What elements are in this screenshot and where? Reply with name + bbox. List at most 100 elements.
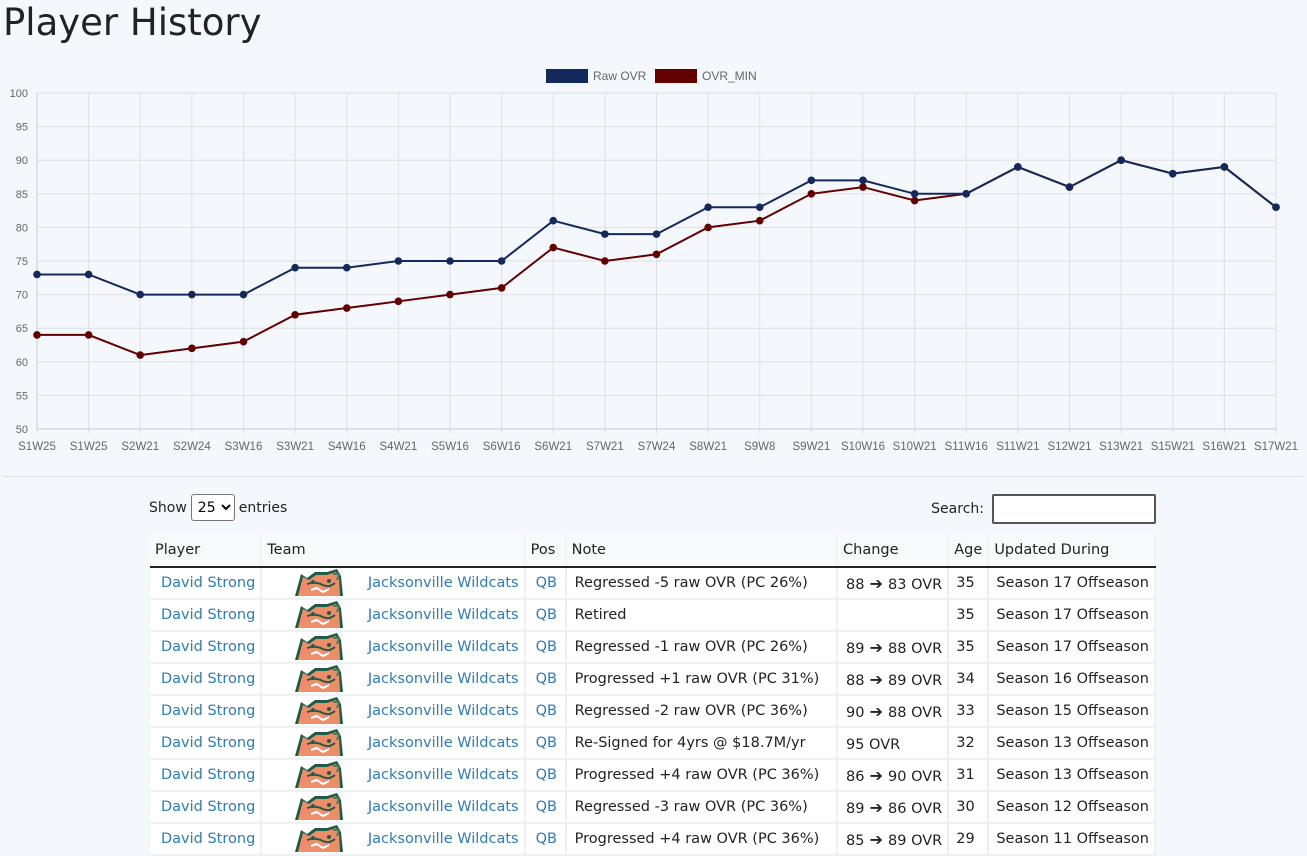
player-link[interactable]: David Strong [161, 607, 256, 623]
updated-cell: Season 12 Offseason [988, 791, 1156, 824]
team-link[interactable]: Jacksonville Wildcats [367, 575, 519, 591]
player-link[interactable]: David Strong [161, 639, 256, 655]
data-point [910, 196, 919, 205]
change-to: 86 OVR [888, 800, 943, 817]
player-link[interactable]: David Strong [161, 831, 256, 847]
data-point [704, 223, 712, 232]
x-tick-label: S11W21 [996, 441, 1039, 453]
team-link[interactable]: Jacksonville Wildcats [367, 607, 519, 623]
section-divider [3, 476, 1303, 477]
x-tick-label: S10W16 [841, 441, 885, 453]
x-tick-label: S12W21 [1047, 441, 1091, 453]
arrow-right-icon: ➔ [864, 637, 889, 657]
wildcat-logo-icon [295, 665, 344, 692]
arrow-right-icon: ➔ [864, 797, 889, 817]
pos-link[interactable]: QB [535, 671, 557, 687]
player-link[interactable]: David Strong [161, 767, 256, 783]
entries-select[interactable]: 25 [190, 494, 235, 521]
team-link[interactable]: Jacksonville Wildcats [367, 639, 519, 655]
header-player[interactable]: Player [150, 533, 263, 568]
player-link[interactable]: David Strong [161, 575, 256, 591]
change-to: 90 OVR [888, 768, 943, 785]
change-cell: 86 ➔ 90 OVR [837, 759, 950, 792]
pos-cell: QB [524, 791, 567, 824]
player-cell: David Strong [150, 567, 263, 600]
x-tick-label: S9W21 [793, 441, 831, 453]
data-point [549, 243, 558, 252]
y-tick-label: 85 [16, 189, 28, 201]
y-tick-label: 65 [16, 323, 28, 335]
y-tick-label: 95 [16, 122, 28, 134]
team-cell: Jacksonville Wildcats [261, 759, 526, 792]
x-tick-label: S7W24 [638, 441, 676, 453]
y-tick-label: 60 [16, 357, 28, 369]
table-row: David Strong Jacksonville Wildcats QB Pr… [150, 823, 1156, 856]
data-point [652, 230, 661, 238]
legend-swatch [546, 69, 588, 83]
player-link[interactable]: David Strong [161, 735, 256, 751]
team-link[interactable]: Jacksonville Wildcats [367, 767, 519, 783]
table-row: David Strong Jacksonville Wildcats QB Re… [150, 791, 1156, 824]
updated-cell: Season 13 Offseason [988, 727, 1156, 760]
data-point [1220, 163, 1229, 171]
updated-cell: Season 15 Offseason [988, 695, 1156, 728]
player-link[interactable]: David Strong [161, 799, 256, 815]
data-point [601, 230, 609, 238]
team-link[interactable]: Jacksonville Wildcats [367, 703, 519, 719]
table-row: David Strong Jacksonville Wildcats QB Re… [150, 567, 1156, 600]
header-team[interactable]: Team [261, 533, 526, 568]
pos-cell: QB [524, 695, 567, 728]
updated-cell: Season 11 Offseason [988, 823, 1156, 856]
header-change[interactable]: Change [837, 533, 950, 568]
team-link[interactable]: Jacksonville Wildcats [367, 735, 519, 751]
x-tick-label: S1W25 [70, 441, 108, 453]
header-note[interactable]: Note [565, 533, 839, 568]
team-link[interactable]: Jacksonville Wildcats [367, 799, 519, 815]
player-cell: David Strong [150, 727, 263, 760]
wildcat-logo-icon [295, 697, 344, 724]
y-tick-label: 55 [16, 390, 28, 402]
x-tick-label: S9W8 [744, 441, 775, 453]
pos-link[interactable]: QB [535, 575, 557, 591]
header-age[interactable]: Age [948, 533, 990, 568]
pos-link[interactable]: QB [535, 607, 557, 623]
x-tick-label: S3W21 [276, 441, 314, 453]
pos-link[interactable]: QB [535, 703, 557, 719]
team-link[interactable]: Jacksonville Wildcats [367, 831, 519, 847]
pos-link[interactable]: QB [535, 639, 557, 655]
y-tick-label: 80 [16, 222, 28, 234]
data-point [1272, 203, 1280, 212]
wildcat-logo-icon [295, 569, 344, 596]
data-point [136, 351, 145, 359]
updated-cell: Season 17 Offseason [988, 567, 1156, 600]
x-tick-label: S5W16 [431, 441, 469, 453]
pos-link[interactable]: QB [535, 767, 557, 783]
header-pos[interactable]: Pos [524, 533, 567, 568]
pos-link[interactable]: QB [535, 799, 557, 815]
data-point [1065, 183, 1074, 191]
header-updated-during[interactable]: Updated During [988, 533, 1156, 568]
player-link[interactable]: David Strong [161, 703, 256, 719]
pos-link[interactable]: QB [535, 735, 557, 751]
page-title: Player History [3, 1, 262, 44]
team-link[interactable]: Jacksonville Wildcats [367, 671, 519, 687]
player-link[interactable]: David Strong [161, 671, 256, 687]
change-cell: 85 ➔ 89 OVR [837, 823, 950, 856]
pos-link[interactable]: QB [535, 831, 557, 847]
x-tick-label: S6W16 [483, 441, 521, 453]
data-point [1014, 163, 1022, 171]
x-tick-label: S10W21 [893, 441, 937, 453]
table-row: David Strong Jacksonville Wildcats QB Re… [150, 727, 1156, 760]
search-control: Search: [931, 494, 1156, 524]
data-point [342, 263, 351, 272]
wildcat-logo-icon [295, 633, 344, 660]
data-point [962, 190, 971, 198]
x-tick-label: S15W21 [1151, 441, 1195, 453]
data-point [910, 190, 919, 198]
updated-cell: Season 13 Offseason [988, 759, 1156, 792]
note-cell: Progressed +4 raw OVR (PC 36%) [565, 759, 839, 792]
player-cell: David Strong [150, 759, 263, 792]
data-point [33, 331, 41, 339]
search-input[interactable] [992, 494, 1156, 524]
show-label: Show [149, 499, 187, 516]
